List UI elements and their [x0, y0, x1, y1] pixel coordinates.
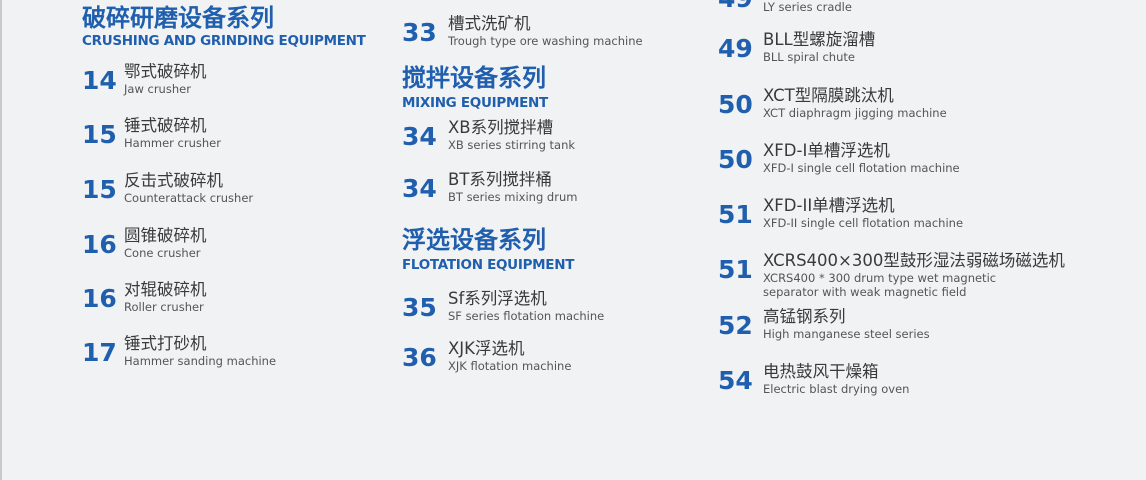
item-title-en: Counterattack crusher	[124, 191, 254, 205]
item-title-cn: 反击式破碎机	[124, 171, 223, 190]
item-title-en: Hammer crusher	[124, 136, 221, 150]
page-number: 52	[718, 311, 753, 340]
page-number: 54	[718, 366, 753, 395]
section-title-crushing-cn: 破碎研磨设备系列	[82, 4, 274, 32]
item-title-en: XJK flotation machine	[448, 359, 572, 373]
item-title-cn: Sf系列浮选机	[448, 289, 547, 308]
page-number: 50	[718, 90, 753, 119]
item-title-cn: 圆锥破碎机	[124, 226, 207, 245]
section-title-crushing-en: CRUSHING AND GRINDING EQUIPMENT	[82, 33, 366, 49]
section-title-flotation-en: FLOTATION EQUIPMENT	[402, 257, 575, 273]
item-title-cn: XCRS400×300型鼓形湿法弱磁场磁选机	[763, 251, 1065, 270]
page-number: 49	[718, 34, 753, 63]
page-number: 15	[82, 120, 117, 149]
item-title-en: SF series flotation machine	[448, 309, 605, 323]
page-number: 51	[718, 200, 753, 229]
item-title-cn: 锤式打砂机	[124, 334, 207, 353]
item-title-en: Trough type ore washing machine	[448, 34, 643, 48]
item-title-en: BLL spiral chute	[763, 50, 855, 64]
item-title-cn: XFD-I单槽浮选机	[763, 141, 890, 160]
page-left-border	[0, 0, 2, 480]
item-title-en: XB series stirring tank	[448, 138, 576, 152]
page-number: 34	[402, 174, 437, 203]
item-title-cn: 对辊破碎机	[124, 280, 207, 299]
item-title-cn: XCT型隔膜跳汰机	[763, 86, 894, 105]
page-number: 36	[402, 343, 437, 372]
item-title-en: Jaw crusher	[124, 82, 191, 96]
item-title-en: Roller crusher	[124, 300, 204, 314]
item-title-cn: 锤式破碎机	[124, 116, 207, 135]
section-title-flotation-cn: 浮选设备系列	[402, 226, 546, 254]
page-number: 49	[718, 0, 753, 14]
page-number: 34	[402, 122, 437, 151]
page-number: 51	[718, 255, 753, 284]
page-number: 50	[718, 145, 753, 174]
item-title-cn: XB系列搅拌槽	[448, 118, 554, 137]
item-title-cn: 槽式洗矿机	[448, 14, 531, 33]
item-title-en: XCRS400 * 300 drum type wet magnetic	[763, 271, 997, 285]
item-title-cn: 高锰钢系列	[763, 307, 846, 326]
page-number: 14	[82, 66, 117, 95]
section-title-mixing-cn: 搅拌设备系列	[402, 64, 546, 92]
item-title-en: XCT diaphragm jigging machine	[763, 106, 947, 120]
item-title-cn: 鄂式破碎机	[124, 62, 207, 81]
item-title-en: Electric blast drying oven	[763, 382, 910, 396]
item-title-en: High manganese steel series	[763, 327, 930, 341]
section-title-mixing-en: MIXING EQUIPMENT	[402, 95, 548, 111]
item-title-en: LY series cradle	[763, 0, 852, 14]
page-number: 16	[82, 284, 117, 313]
item-title-cn: XJK浮选机	[448, 339, 525, 358]
page-number: 17	[82, 338, 117, 367]
page-number: 15	[82, 175, 117, 204]
item-title-cn: XFD-II单槽浮选机	[763, 196, 895, 215]
item-title-en-line2: separator with weak magnetic field	[763, 285, 967, 299]
item-title-en: XFD-II single cell flotation machine	[763, 216, 964, 230]
item-title-en: BT series mixing drum	[448, 190, 578, 204]
item-title-en: Cone crusher	[124, 246, 201, 260]
item-title-cn: BLL型螺旋溜槽	[763, 30, 876, 49]
page-number: 33	[402, 18, 437, 47]
item-title-cn: BT系列搅拌桶	[448, 170, 552, 189]
item-title-en: Hammer sanding machine	[124, 354, 277, 368]
page-number: 16	[82, 230, 117, 259]
page-number: 35	[402, 293, 437, 322]
item-title-cn: 电热鼓风干燥箱	[763, 362, 879, 381]
item-title-en: XFD-I single cell flotation machine	[763, 161, 960, 175]
